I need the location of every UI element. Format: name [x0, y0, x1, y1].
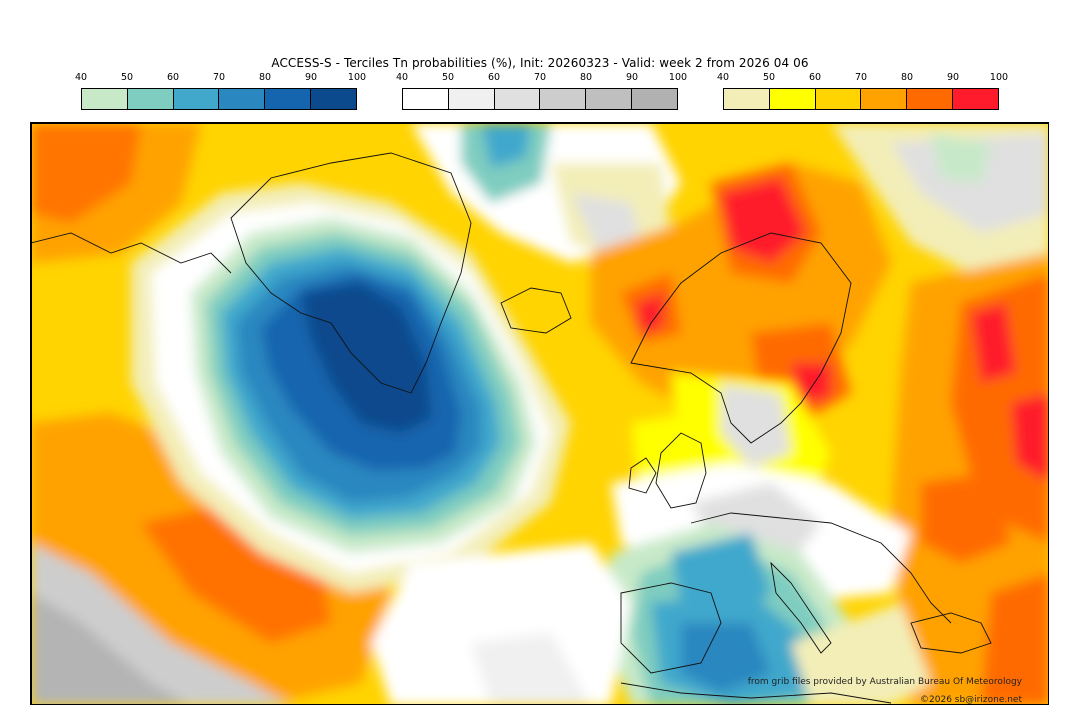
coastline-europe [690, 512, 952, 624]
legend-swatch [403, 89, 449, 109]
middle-tercile-legend: 40 50 60 70 80 90 100 [396, 72, 687, 110]
coastline-north-africa [620, 682, 892, 704]
legend-swatch [448, 89, 495, 109]
legend-swatch [494, 89, 541, 109]
legend-tick: 40 [716, 72, 730, 83]
coastline-italy [770, 561, 832, 654]
coastline-scandinavia [630, 232, 852, 444]
legend-swatch [724, 89, 770, 109]
legend-swatch [82, 89, 128, 109]
legend-colorbar [402, 88, 678, 110]
copyright-credit: ©2026 sb@irizone.net [920, 695, 1022, 705]
legend-tick: 60 [166, 72, 180, 83]
legend-swatch [173, 89, 220, 109]
legend-swatch [632, 89, 677, 109]
map-canvas [31, 123, 1048, 704]
legend-swatch [127, 89, 174, 109]
upper-tercile-legend: 40 50 60 70 80 90 100 [717, 72, 1008, 110]
probability-map: from grib files provided by Australian B… [30, 122, 1049, 705]
legend-tick: 50 [120, 72, 134, 83]
legend-tick: 80 [579, 72, 593, 83]
legend-swatch [311, 89, 356, 109]
lower-tercile-legend: 40 50 60 70 80 90 100 [75, 72, 366, 110]
legend-ticks: 40 50 60 70 80 90 100 [396, 72, 687, 86]
legend-tick: 70 [533, 72, 547, 83]
legend-tick: 100 [989, 72, 1009, 83]
legend-tick: 60 [808, 72, 822, 83]
legend-colorbar [81, 88, 357, 110]
coastline-ireland [628, 457, 657, 494]
legend-ticks: 40 50 60 70 80 90 100 [75, 72, 366, 86]
legend-swatch [265, 89, 312, 109]
coastline-iceland [500, 287, 572, 334]
legend-colorbar [723, 88, 999, 110]
legend-swatch [815, 89, 862, 109]
legend-swatch [586, 89, 633, 109]
legend-tick: 100 [668, 72, 688, 83]
coastline-greenland [230, 152, 472, 394]
legend-swatch [540, 89, 587, 109]
legend-tick: 50 [762, 72, 776, 83]
legend-swatch [907, 89, 954, 109]
legend-tick: 90 [625, 72, 639, 83]
legend-swatch [861, 89, 908, 109]
data-source-credit: from grib files provided by Australian B… [747, 677, 1022, 687]
legend-tick: 40 [395, 72, 409, 83]
legend-tick: 80 [258, 72, 272, 83]
legend-tick: 40 [74, 72, 88, 83]
coastlines [31, 152, 992, 704]
legend-tick: 50 [441, 72, 455, 83]
coastline-canada [31, 232, 232, 274]
legend-tick: 90 [946, 72, 960, 83]
legend-tick: 80 [900, 72, 914, 83]
legend-tick: 100 [347, 72, 367, 83]
legend-tick: 60 [487, 72, 501, 83]
legend-swatch [219, 89, 266, 109]
map-frame [31, 123, 1048, 704]
coastline-british-isles [655, 432, 707, 509]
legend-swatch [769, 89, 816, 109]
coastline-black-sea [910, 612, 992, 654]
probability-field [31, 123, 1048, 704]
legend-tick: 90 [304, 72, 318, 83]
legend-swatch [953, 89, 998, 109]
legend-tick: 70 [212, 72, 226, 83]
coastline-iberia [620, 582, 722, 674]
legend-ticks: 40 50 60 70 80 90 100 [717, 72, 1008, 86]
chart-title: ACCESS-S - Terciles Tn probabilities (%)… [271, 56, 809, 70]
legend-tick: 70 [854, 72, 868, 83]
